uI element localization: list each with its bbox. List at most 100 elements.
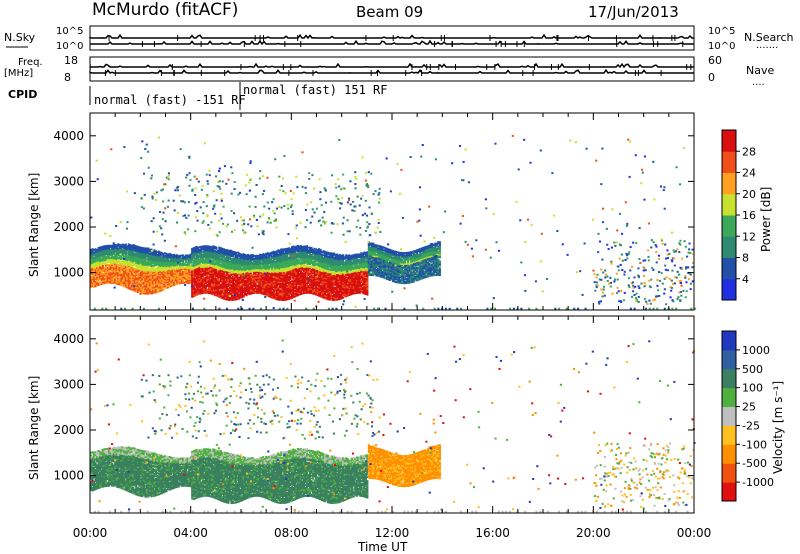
echo-cell	[121, 253, 124, 256]
echo-cell	[188, 262, 191, 265]
echo-cell	[157, 260, 161, 263]
echo-cell	[188, 258, 191, 261]
echo-cell	[145, 278, 148, 281]
echo-cell	[180, 271, 183, 273]
echo-cell	[139, 280, 142, 283]
echo-cell	[210, 279, 213, 282]
echo-cell	[124, 261, 127, 264]
echo-cell	[183, 262, 186, 265]
echo-cell	[231, 272, 235, 275]
echo-cell	[213, 277, 216, 280]
echo-cell	[237, 264, 241, 267]
echo-cell	[221, 272, 224, 275]
echo-cell	[142, 270, 145, 273]
echo-cell	[197, 256, 200, 259]
echo-cell	[150, 269, 153, 272]
echo-cell	[257, 268, 260, 271]
echo-cell	[115, 271, 118, 274]
echo-cell	[117, 251, 120, 254]
echo-cell	[96, 281, 99, 284]
echo-cell	[221, 260, 224, 263]
echo-cell	[213, 245, 216, 248]
echo-cell	[219, 290, 222, 293]
echo-cell	[111, 279, 114, 282]
echo-cell	[108, 268, 111, 271]
echo-cell	[227, 267, 230, 270]
echo-cell	[194, 279, 197, 282]
echo-cell	[124, 262, 127, 265]
echo-cell	[186, 264, 189, 267]
echo-cell	[173, 272, 176, 275]
echo-cell	[227, 281, 230, 284]
echo-cell	[200, 255, 203, 258]
echo-cell	[176, 273, 179, 276]
echo-cell	[109, 277, 112, 280]
echo-cell	[200, 256, 203, 259]
echo-cell	[227, 297, 230, 300]
echo-cell	[105, 280, 108, 283]
echo-cell	[213, 255, 216, 258]
echo-cell	[133, 288, 136, 291]
echo-cell	[201, 286, 204, 289]
echo-cell	[163, 270, 167, 272]
echo-cell	[139, 249, 142, 252]
echo-cell	[245, 254, 248, 257]
echo-cell	[212, 275, 215, 278]
echo-cell	[228, 267, 232, 270]
echo-cell	[222, 248, 225, 251]
echo-cell	[242, 283, 245, 286]
echo-cell	[222, 267, 225, 270]
echo-cell	[241, 271, 244, 274]
echo-cell	[230, 268, 233, 271]
echo-cell	[163, 265, 167, 268]
echo-cell	[237, 282, 241, 285]
echo-cell	[204, 260, 207, 263]
echo-cell	[248, 267, 251, 270]
echo-cell	[188, 273, 191, 276]
echo-cell	[216, 284, 219, 287]
echo-cell	[135, 287, 138, 290]
echo-cell	[256, 261, 259, 264]
echo-cell	[114, 250, 117, 253]
echo-cell	[241, 263, 244, 266]
echo-cell	[221, 297, 224, 300]
echo-cell	[90, 258, 93, 261]
echo-cell	[201, 248, 204, 251]
echo-cell	[256, 267, 259, 270]
echo-cell	[197, 286, 200, 289]
echo-cell	[91, 268, 94, 271]
echo-cell	[135, 257, 138, 260]
echo-cell	[233, 278, 236, 281]
echo-cell	[118, 276, 121, 279]
echo-cell	[171, 259, 174, 262]
echo-cell	[207, 252, 210, 255]
echo-cell	[171, 270, 174, 273]
echo-cell	[206, 278, 209, 281]
echo-cell	[224, 251, 227, 254]
echo-cell	[112, 265, 115, 268]
echo-cell	[189, 265, 192, 268]
echo-cell	[112, 280, 115, 283]
echo-cell	[102, 279, 105, 282]
echo-cell	[159, 285, 162, 288]
echo-cell	[213, 282, 216, 285]
echo-cell	[189, 261, 192, 264]
echo-cell	[177, 268, 180, 271]
echo-cell	[203, 254, 206, 257]
echo-cell	[180, 262, 183, 265]
echo-cell	[234, 260, 238, 263]
echo-cell	[195, 260, 198, 263]
echo-cell	[150, 286, 153, 289]
echo-cell	[162, 273, 165, 276]
echo-cell	[145, 268, 148, 271]
echo-cell	[215, 269, 218, 272]
echo-cell	[242, 266, 245, 269]
echo-cell	[221, 268, 224, 271]
echo-cell	[207, 279, 210, 282]
echo-cell	[231, 257, 235, 260]
echo-cell	[115, 244, 118, 247]
echo-cell	[108, 263, 111, 266]
echo-cell	[201, 290, 204, 293]
echo-cell	[183, 263, 186, 266]
echo-cell	[115, 259, 118, 262]
